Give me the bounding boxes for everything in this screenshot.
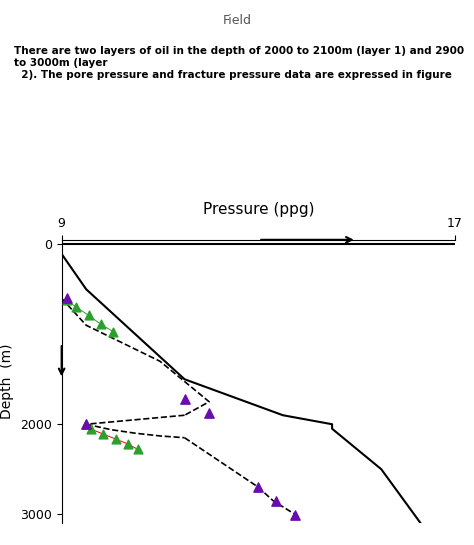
Point bbox=[87, 425, 95, 433]
Text: There are two layers of oil in the depth of 2000 to 2100m (layer 1) and 2900 to : There are two layers of oil in the depth… bbox=[14, 46, 465, 80]
Point bbox=[134, 445, 142, 454]
Point bbox=[73, 303, 80, 312]
Y-axis label: Depth  (m): Depth (m) bbox=[0, 344, 15, 419]
Point bbox=[255, 483, 262, 492]
Point bbox=[63, 296, 70, 305]
Point bbox=[272, 496, 279, 505]
Point bbox=[97, 320, 105, 329]
Point bbox=[63, 294, 70, 302]
Point bbox=[205, 408, 213, 417]
Point bbox=[82, 420, 90, 428]
Point bbox=[292, 511, 299, 519]
Point bbox=[181, 395, 188, 403]
Point bbox=[124, 440, 132, 449]
Point bbox=[85, 311, 92, 320]
Text: Field: Field bbox=[222, 14, 252, 27]
Point bbox=[112, 435, 119, 444]
X-axis label: Pressure (ppg): Pressure (ppg) bbox=[202, 202, 314, 217]
Point bbox=[82, 420, 90, 428]
Point bbox=[109, 327, 117, 336]
Point bbox=[100, 430, 107, 439]
